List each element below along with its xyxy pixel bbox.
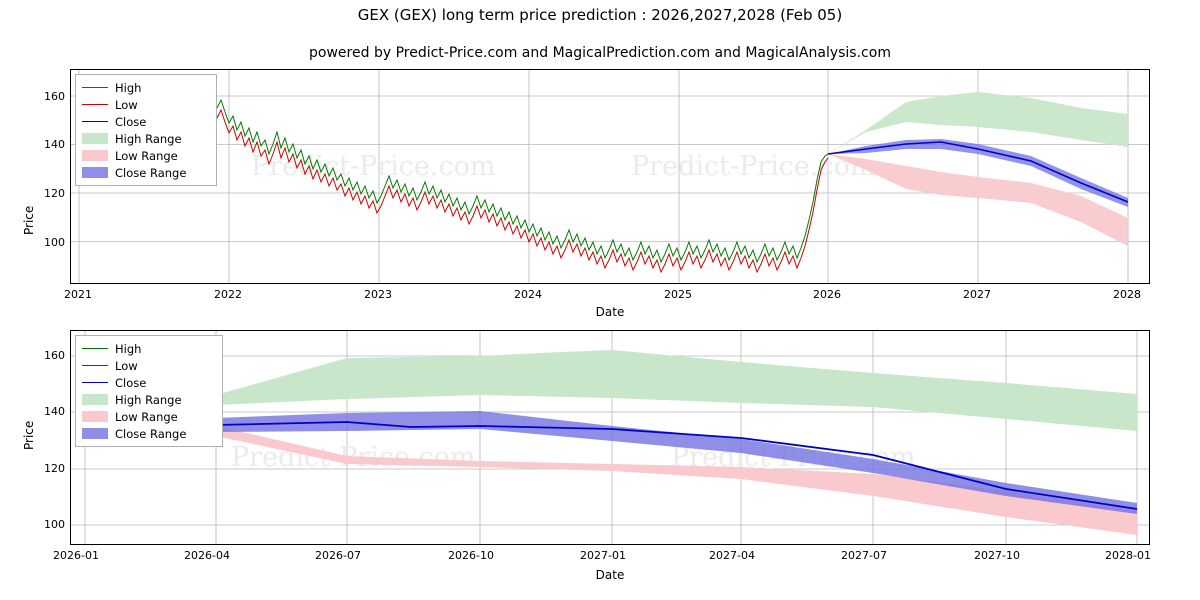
legend-swatch-low-range-2 <box>82 411 108 422</box>
top-ytick-140: 140 <box>44 138 65 151</box>
top-legend: High Low Close High Range Low Range Clos… <box>75 74 217 186</box>
top-xtick-2026: 2026 <box>813 288 841 301</box>
legend-label-low-range-2: Low Range <box>115 409 178 424</box>
bottom-ytick-120: 120 <box>44 462 65 475</box>
legend-label-high-2: High <box>115 341 142 356</box>
top-ytick-100: 100 <box>44 236 65 249</box>
top-xtick-2028: 2028 <box>1113 288 1141 301</box>
legend-label-close-2: Close <box>115 375 147 390</box>
legend-swatch-low-range <box>82 150 108 161</box>
bottom-xtick-1: 2026-01 <box>53 549 99 562</box>
bottom-x-axis-label: Date <box>595 568 625 582</box>
legend-item-high: High <box>82 79 210 96</box>
legend-swatch-low-line <box>82 99 108 110</box>
page-subtitle: powered by Predict-Price.com and Magical… <box>309 45 891 61</box>
legend-label-high-range: High Range <box>115 131 182 146</box>
legend-item-low-range: Low Range <box>82 147 210 164</box>
bottom-xtick-7: 2027-07 <box>841 549 887 562</box>
top-ytick-160: 160 <box>44 90 65 103</box>
bottom-xtick-6: 2027-04 <box>709 549 755 562</box>
bottom-xtick-4: 2026-10 <box>448 549 494 562</box>
bottom-xtick-9: 2028-01 <box>1105 549 1151 562</box>
legend-item-close: Close <box>82 113 210 130</box>
legend-swatch-high-line-2 <box>82 343 108 354</box>
bottom-xtick-8: 2027-10 <box>974 549 1020 562</box>
legend-item-high-range-2: High Range <box>82 391 216 408</box>
legend-swatch-close-line-2 <box>82 377 108 388</box>
bottom-legend: High Low Close High Range Low Range Clos… <box>75 335 223 447</box>
bottom-plot-area: Predict-Price.com Predict-Price.com High… <box>70 330 1150 545</box>
legend-swatch-close-range <box>82 167 108 178</box>
page-title: GEX (GEX) long term price prediction : 2… <box>357 6 843 24</box>
bottom-chart-panel: Price 160 140 120 100 <box>0 325 1200 600</box>
legend-item-high-range: High Range <box>82 130 210 147</box>
top-y-axis-label: Price <box>22 205 36 235</box>
top-xtick-2023: 2023 <box>364 288 392 301</box>
legend-swatch-high-line <box>82 82 108 93</box>
top-x-axis-label: Date <box>595 305 625 319</box>
top-xtick-2022: 2022 <box>214 288 242 301</box>
top-xtick-2025: 2025 <box>664 288 692 301</box>
legend-item-low-range-2: Low Range <box>82 408 216 425</box>
top-plot-area: Predict-Price.com Predict-Price.com High… <box>70 69 1150 284</box>
bottom-xtick-3: 2026-07 <box>315 549 361 562</box>
legend-label-low-range: Low Range <box>115 148 178 163</box>
top-xtick-2024: 2024 <box>514 288 542 301</box>
legend-item-low-2: Low <box>82 357 216 374</box>
legend-label-close: Close <box>115 114 147 129</box>
bottom-y-axis-label: Price <box>22 420 36 450</box>
bottom-xtick-2: 2026-04 <box>184 549 230 562</box>
top-chart-panel: Price 160 140 120 100 <box>0 60 1200 319</box>
bottom-ytick-160: 160 <box>44 349 65 362</box>
legend-item-high-2: High <box>82 340 216 357</box>
legend-swatch-high-range <box>82 133 108 144</box>
legend-swatch-close-range-2 <box>82 428 108 439</box>
legend-item-close-range: Close Range <box>82 164 210 181</box>
legend-item-close-range-2: Close Range <box>82 425 216 442</box>
legend-item-low: Low <box>82 96 210 113</box>
top-xtick-2027: 2027 <box>963 288 991 301</box>
legend-label-high: High <box>115 80 142 95</box>
bottom-ytick-140: 140 <box>44 405 65 418</box>
bottom-xtick-5: 2027-01 <box>580 549 626 562</box>
legend-swatch-close-line <box>82 116 108 127</box>
legend-label-high-range-2: High Range <box>115 392 182 407</box>
top-xtick-2021: 2021 <box>64 288 92 301</box>
legend-label-low-2: Low <box>115 358 138 373</box>
legend-item-close-2: Close <box>82 374 216 391</box>
legend-label-low: Low <box>115 97 138 112</box>
legend-swatch-low-line-2 <box>82 360 108 371</box>
legend-label-close-range-2: Close Range <box>115 426 187 441</box>
bottom-ytick-100: 100 <box>44 518 65 531</box>
legend-swatch-high-range-2 <box>82 394 108 405</box>
top-ytick-120: 120 <box>44 187 65 200</box>
legend-label-close-range: Close Range <box>115 165 187 180</box>
